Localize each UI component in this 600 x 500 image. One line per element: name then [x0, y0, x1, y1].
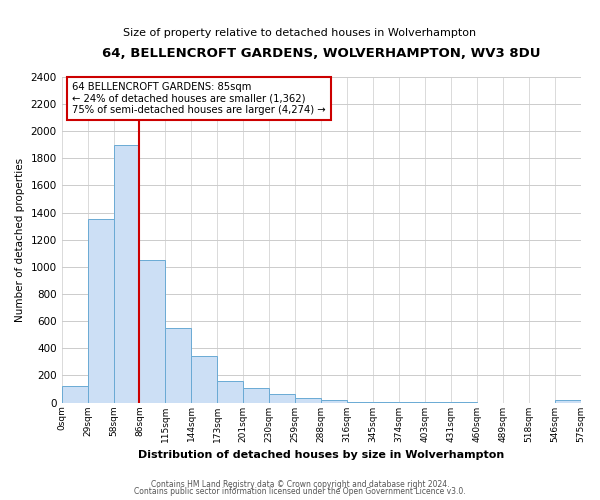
Bar	[269, 394, 295, 402]
Bar	[62, 386, 88, 402]
Y-axis label: Number of detached properties: Number of detached properties	[15, 158, 25, 322]
Text: 64 BELLENCROFT GARDENS: 85sqm
← 24% of detached houses are smaller (1,362)
75% o: 64 BELLENCROFT GARDENS: 85sqm ← 24% of d…	[72, 82, 326, 115]
Bar	[191, 356, 217, 403]
Bar	[554, 400, 581, 402]
Bar	[139, 260, 166, 402]
X-axis label: Distribution of detached houses by size in Wolverhampton: Distribution of detached houses by size …	[138, 450, 504, 460]
Title: 64, BELLENCROFT GARDENS, WOLVERHAMPTON, WV3 8DU: 64, BELLENCROFT GARDENS, WOLVERHAMPTON, …	[102, 48, 541, 60]
Text: Contains HM Land Registry data © Crown copyright and database right 2024.: Contains HM Land Registry data © Crown c…	[151, 480, 449, 489]
Bar	[217, 381, 243, 402]
Bar	[321, 400, 347, 402]
Bar	[295, 398, 321, 402]
Bar	[88, 220, 113, 402]
Text: Contains public sector information licensed under the Open Government Licence v3: Contains public sector information licen…	[134, 487, 466, 496]
Text: Size of property relative to detached houses in Wolverhampton: Size of property relative to detached ho…	[124, 28, 476, 38]
Bar	[243, 388, 269, 402]
Bar	[166, 328, 191, 402]
Bar	[113, 145, 139, 403]
